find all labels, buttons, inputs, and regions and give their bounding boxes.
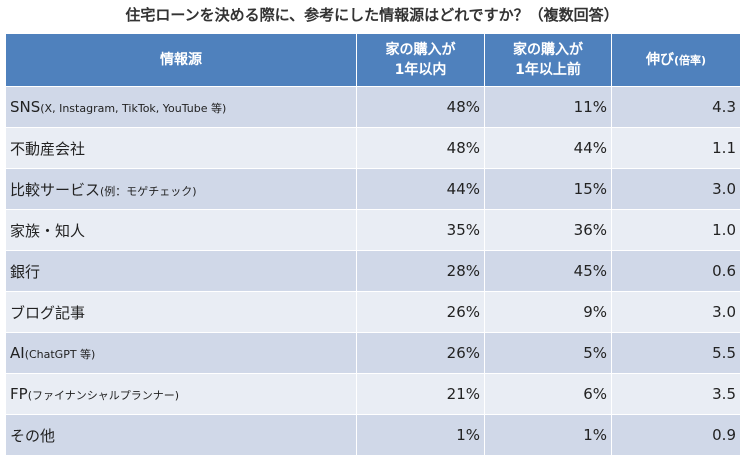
value-cell: 15% bbox=[484, 168, 612, 210]
table-row: その他 1% 1% 0.9 bbox=[5, 414, 741, 456]
table-row: FP(ファイナンシャルプランナー) 21% 6% 3.5 bbox=[5, 373, 741, 415]
value-cell: 3.0 bbox=[611, 168, 741, 210]
header-text: 情報源 bbox=[160, 52, 202, 68]
value-cell: 3.0 bbox=[611, 291, 741, 333]
value-cell: 1% bbox=[484, 414, 612, 456]
header-text: 伸び bbox=[645, 51, 674, 68]
label-note: (ChatGPT 等) bbox=[24, 348, 96, 361]
row-label: 銀行 bbox=[5, 250, 357, 292]
value-cell: 0.6 bbox=[611, 250, 741, 292]
value-cell: 21% bbox=[356, 373, 485, 415]
header-text: 家の購入が bbox=[513, 42, 583, 58]
value-cell: 45% bbox=[484, 250, 612, 292]
label-name: SNS bbox=[10, 98, 41, 116]
header-text: 家の購入が bbox=[385, 42, 456, 58]
value-cell: 35% bbox=[356, 209, 485, 251]
title: 住宅ローンを決める際に、参考にした情報源はどれですか？（複数回答） bbox=[125, 6, 619, 24]
column-header: 情報源 bbox=[5, 33, 357, 87]
row-label: 比較サービス(例：モゲチェック) bbox=[5, 168, 357, 210]
value-cell: 44% bbox=[484, 127, 612, 169]
label-name: 銀行 bbox=[10, 262, 41, 281]
label-name: 比較サービス bbox=[10, 180, 101, 199]
table-row: 不動産会社 48% 44% 1.1 bbox=[5, 127, 741, 169]
value-cell: 1.1 bbox=[611, 127, 741, 169]
value-cell: 26% bbox=[356, 332, 485, 374]
header-text: 1年以上前 bbox=[515, 62, 581, 78]
label-name: ブログ記事 bbox=[10, 303, 86, 322]
row-label: SNS(X, Instagram, TikTok, YouTube 等) bbox=[5, 86, 357, 128]
value-cell: 36% bbox=[484, 209, 612, 251]
row-label: 不動産会社 bbox=[5, 127, 357, 169]
label-name: その他 bbox=[10, 426, 56, 445]
row-label: AI(ChatGPT 等) bbox=[5, 332, 357, 374]
value-cell: 3.5 bbox=[611, 373, 741, 415]
value-cell: 28% bbox=[356, 250, 485, 292]
label-name: FP bbox=[10, 385, 28, 403]
label-name: 家族・知人 bbox=[10, 221, 86, 240]
label-note: (例：モゲチェック) bbox=[100, 184, 197, 198]
value-cell: 44% bbox=[356, 168, 485, 210]
row-label: その他 bbox=[5, 414, 357, 456]
label-note: (X, Instagram, TikTok, YouTube 等) bbox=[40, 102, 227, 115]
label-name: 不動産会社 bbox=[10, 139, 86, 158]
table-row: SNS(X, Instagram, TikTok, YouTube 等) 48% 1… bbox=[5, 86, 741, 128]
column-header: 家の購入が 1年以内 bbox=[356, 33, 485, 87]
row-label: FP(ファイナンシャルプランナー) bbox=[5, 373, 357, 415]
header-row: 情報源 家の購入が 1年以内 家の購入が 1年以上前 伸び(倍率) bbox=[5, 33, 741, 87]
value-cell: 0.9 bbox=[611, 414, 741, 456]
value-cell: 5% bbox=[484, 332, 612, 374]
value-cell: 9% bbox=[484, 291, 612, 333]
table-row: AI(ChatGPT 等) 26% 5% 5.5 bbox=[5, 332, 741, 374]
header-text: 1年以内 bbox=[394, 62, 447, 78]
value-cell: 26% bbox=[356, 291, 485, 333]
value-cell: 4.3 bbox=[611, 86, 741, 128]
column-header: 家の購入が 1年以上前 bbox=[484, 33, 612, 87]
table-row: 比較サービス(例：モゲチェック) 44% 15% 3.0 bbox=[5, 168, 741, 210]
value-cell: 6% bbox=[484, 373, 612, 415]
value-cell: 11% bbox=[484, 86, 612, 128]
table-body: SNS(X, Instagram, TikTok, YouTube 等) 48% 1… bbox=[5, 86, 741, 456]
row-label: ブログ記事 bbox=[5, 291, 357, 333]
value-cell: 5.5 bbox=[611, 332, 741, 374]
label-note: (ファイナンシャルプランナー) bbox=[27, 389, 180, 402]
header-note: (倍率) bbox=[673, 53, 707, 67]
value-cell: 1% bbox=[356, 414, 485, 456]
table-row: 銀行 28% 45% 0.6 bbox=[5, 250, 741, 292]
table-row: 家族・知人 35% 36% 1.0 bbox=[5, 209, 741, 251]
label-name: AI bbox=[10, 344, 25, 362]
column-header: 伸び(倍率) bbox=[611, 33, 741, 87]
value-cell: 48% bbox=[356, 86, 485, 128]
table-row: ブログ記事 26% 9% 3.0 bbox=[5, 291, 741, 333]
value-cell: 48% bbox=[356, 127, 485, 169]
row-label: 家族・知人 bbox=[5, 209, 357, 251]
value-cell: 1.0 bbox=[611, 209, 741, 251]
table: 情報源 家の購入が 1年以内 家の購入が 1年以上前 伸び(倍率) SNS(X, Inst… bbox=[5, 33, 741, 456]
